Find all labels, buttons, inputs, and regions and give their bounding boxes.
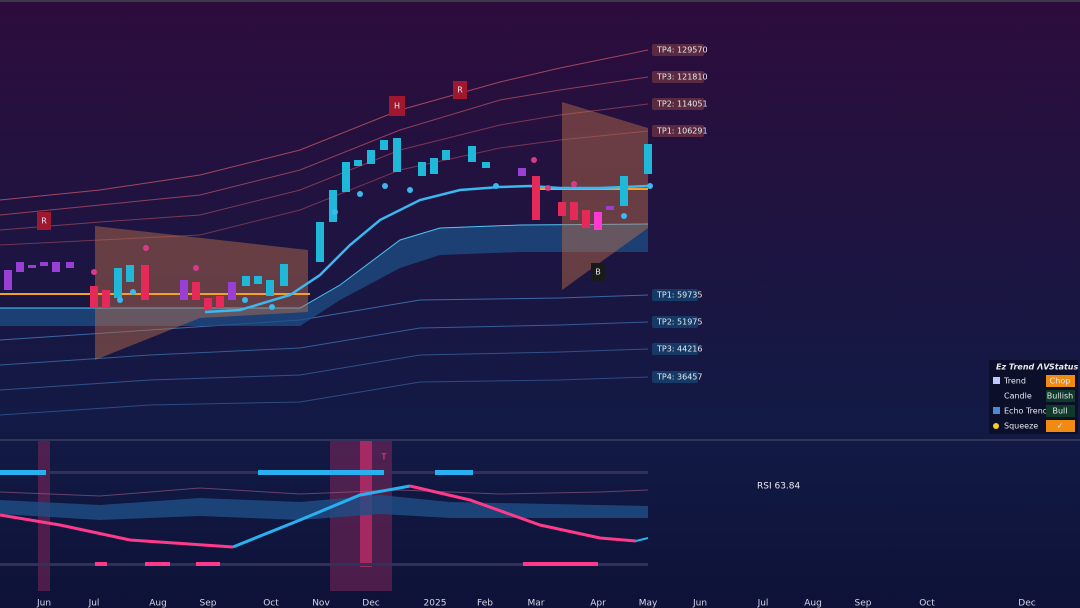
row-status: Chop [1050,377,1071,386]
row-label: Candle [1004,392,1032,401]
target-label: TP4: 36457 [656,373,703,382]
row-status: Bullish [1047,392,1073,401]
x-tick-label: Dec [1018,599,1035,608]
panel-title: Ez Trend ΛV [996,363,1050,372]
x-tick-label: Feb [477,599,493,608]
x-tick-label: Dec [362,599,379,608]
status-panel: Ez Trend ΛV Status Trend Chop Candle Bul… [989,360,1079,434]
top-border [0,0,1080,2]
x-tick-label: Mar [528,599,545,608]
signal-label: R [457,86,463,95]
x-tick-label: Jun [36,599,51,608]
ribbon-edge [0,223,649,309]
oscillator-pane: T RSI 63.84 [0,441,801,591]
target-label: TP1: 106291 [656,127,708,136]
upper-target-labels: TP4: 129570 TP3: 121810 TP2: 114051 TP1:… [652,44,708,137]
row-label: Squeeze [1004,422,1038,431]
x-tick-label: Aug [149,599,167,608]
row-label: Echo Trend [1004,407,1048,416]
target-label: TP2: 114051 [656,100,708,109]
x-tick-label: Apr [590,599,606,608]
row-status: Bull [1052,407,1067,416]
target-label: TP3: 121810 [656,73,708,82]
signal-label: B [595,268,601,277]
candles [4,138,652,310]
trend-ribbon [0,224,648,326]
x-tick-label: Aug [804,599,822,608]
row-status: ✓ [1057,422,1064,431]
lower-bands [0,294,649,416]
target-label: TP4: 129570 [656,46,708,55]
squeeze-cloud [562,102,648,290]
x-tick-label: Jul [757,599,769,608]
target-label: TP2: 51975 [656,318,703,327]
target-label: TP3: 44216 [656,345,703,354]
x-axis: Jun Jul Aug Sep Oct Nov Dec 2025 Feb Mar… [36,599,1036,608]
signal-label: T [381,453,387,462]
x-tick-label: Sep [200,599,217,608]
x-tick-label: Jul [88,599,100,608]
dots [91,157,653,310]
signals: R H R B [37,81,605,281]
oscillator-label: RSI 63.84 [757,482,801,492]
panel-header: Status [1049,363,1079,372]
x-tick-label: 2025 [424,599,447,608]
x-tick-label: Nov [312,599,330,608]
row-label: Trend [1003,377,1026,386]
x-tick-label: Sep [855,599,872,608]
x-tick-label: May [639,599,658,608]
x-tick-label: Oct [263,599,279,608]
signal-label: R [41,217,47,226]
target-label: TP1: 59735 [656,291,703,300]
trend-line [204,184,649,314]
lower-target-labels: TP1: 59735 TP2: 51975 TP3: 44216 TP4: 36… [652,289,703,383]
x-tick-label: Jun [692,599,707,608]
x-tick-label: Oct [919,599,935,608]
signal-label: H [394,102,400,111]
